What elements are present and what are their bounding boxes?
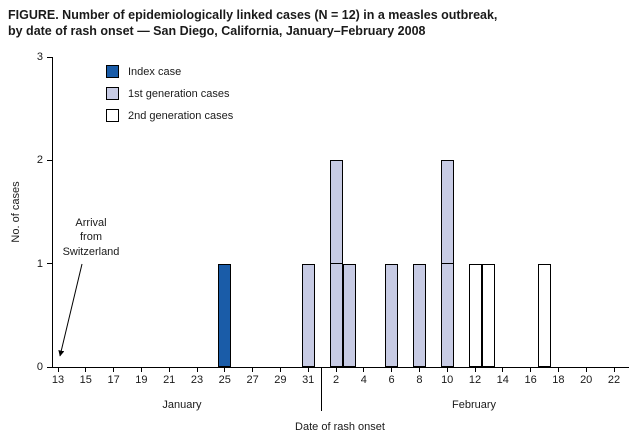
bar-segment-divider: [441, 262, 453, 264]
y-axis-tick: [47, 159, 52, 161]
y-axis-tick-label: 3: [36, 51, 43, 63]
y-axis-tick: [47, 263, 52, 265]
bar-feb-8: [412, 263, 426, 367]
bar-segment-divider: [330, 262, 342, 264]
x-axis-tick: [557, 368, 559, 372]
x-axis-tick-label: 6: [388, 374, 395, 386]
x-axis-tick: [530, 368, 532, 372]
legend-item-index: Index case: [106, 65, 233, 78]
x-axis-tick: [474, 368, 476, 372]
x-axis-tick: [57, 368, 59, 372]
bar-feb-6: [385, 263, 399, 367]
x-axis-tick: [196, 368, 198, 372]
legend-item-gen1: 1st generation cases: [106, 87, 233, 100]
bar-feb-12: [468, 263, 482, 367]
x-axis-tick: [140, 368, 142, 372]
x-axis-tick: [363, 368, 365, 372]
x-axis-tick: [446, 368, 448, 372]
x-axis-tick: [224, 368, 226, 372]
y-axis-tick-label: 1: [36, 257, 43, 270]
legend: Index case 1st generation cases 2nd genera…: [106, 65, 233, 131]
x-axis-tick: [613, 368, 615, 372]
x-axis-tick: [502, 368, 504, 372]
legend-swatch-gen2: [106, 109, 119, 122]
figure-title: FIGURE. Number of epidemiologically link…: [8, 7, 497, 40]
plot-area: Index case 1st generation cases 2nd genera…: [37, 51, 629, 386]
legend-swatch-index: [106, 65, 119, 78]
x-axis-tick-label: 8: [416, 374, 423, 386]
x-axis-tick-label: 10: [441, 374, 454, 386]
legend-swatch-gen1: [106, 87, 119, 100]
x-axis-tick-label: 16: [524, 374, 537, 386]
bar-feb-2: [329, 160, 343, 367]
bar-feb-10: [440, 160, 454, 367]
x-axis-tick-label: 14: [496, 374, 509, 386]
x-axis-tick: [307, 368, 309, 372]
figure-title-line2: by date of rash onset — San Diego, Calif…: [8, 24, 426, 39]
figure-title-line1: FIGURE. Number of epidemiologically link…: [8, 8, 498, 22]
legend-label-gen1: 1st generation cases: [128, 87, 230, 100]
legend-label-index: Index case: [128, 65, 182, 78]
annotation-arrival-text: Arrival from Switzerland: [62, 217, 120, 258]
bar-jan-25: [218, 263, 232, 367]
x-axis-title: Date of rash onset: [295, 421, 385, 433]
x-axis-tick: [85, 368, 87, 372]
bar-feb-3: [343, 263, 357, 367]
bar-feb-13: [482, 263, 496, 367]
x-axis-tick-label: 29: [274, 374, 287, 386]
x-axis-tick-label: 13: [51, 374, 65, 386]
bar-feb-17: [538, 263, 551, 367]
x-axis-tick: [252, 368, 254, 372]
x-axis-tick: [113, 368, 115, 372]
x-axis-tick: [585, 368, 587, 372]
x-axis-tick: [279, 368, 281, 372]
month-label-february: February: [451, 399, 497, 411]
y-axis-tick: [47, 366, 52, 368]
x-axis-tick: [168, 368, 170, 372]
x-axis-tick: [418, 368, 420, 372]
x-axis-tick-label: 22: [607, 374, 621, 386]
legend-label-gen2: 2nd generation cases: [128, 109, 234, 122]
y-axis-tick-label: 0: [36, 361, 43, 373]
x-axis-tick-label: 20: [580, 374, 593, 386]
x-axis-tick-label: 25: [218, 374, 231, 386]
y-axis-tick: [47, 56, 52, 58]
y-axis-title: No. of cases: [10, 181, 22, 243]
x-axis-tick-label: 12: [468, 374, 482, 386]
x-axis-tick: [335, 368, 337, 372]
x-axis-tick-label: 18: [552, 374, 565, 386]
x-axis-tick-label: 2: [332, 374, 340, 386]
x-axis-tick-label: 4: [360, 374, 367, 386]
x-axis-tick: [391, 368, 393, 372]
x-axis-tick-label: 17: [107, 374, 120, 386]
x-axis-tick-label: 27: [246, 374, 259, 386]
y-axis-tick-label: 2: [36, 154, 43, 167]
x-axis-tick-label: 21: [163, 374, 176, 386]
x-axis-tick-label: 31: [302, 374, 315, 386]
month-divider-line: [321, 367, 322, 411]
month-label-january: January: [162, 399, 202, 411]
bar-jan-31: [301, 263, 315, 367]
x-axis-tick-label: 15: [79, 374, 92, 386]
x-axis-tick-label: 19: [135, 374, 148, 386]
x-axis-tick-label: 23: [190, 374, 204, 386]
legend-item-gen2: 2nd generation cases: [106, 109, 233, 122]
